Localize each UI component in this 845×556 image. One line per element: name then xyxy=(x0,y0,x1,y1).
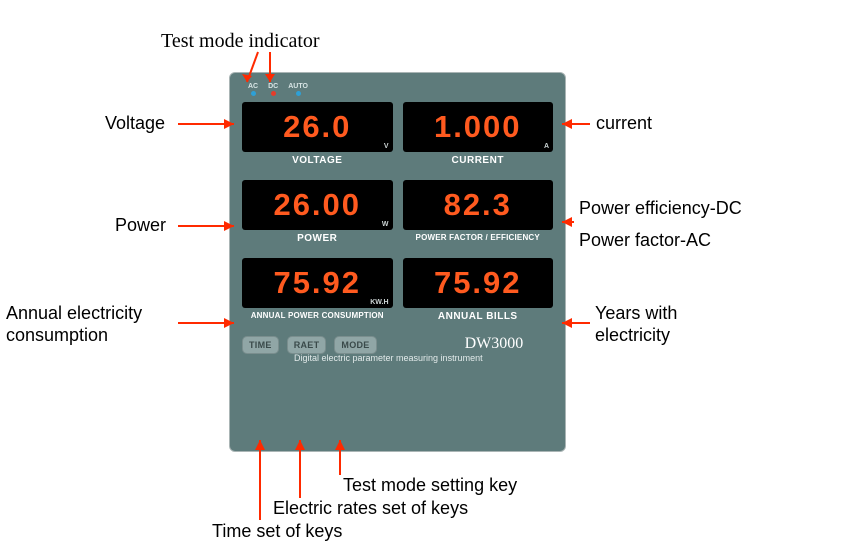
annot-annual-l2: consumption xyxy=(6,325,108,346)
annot-voltage: Voltage xyxy=(105,113,165,134)
title-annotation: Test mode indicator xyxy=(161,30,320,53)
annual-display: 75.92 KW.H ANNUAL POWER CONSUMPTION xyxy=(242,258,393,322)
current-value: 1.000 xyxy=(434,109,522,145)
annot-years-l2: electricity xyxy=(595,325,670,346)
time-button[interactable]: TIME xyxy=(242,336,279,354)
rate-button[interactable]: RAET xyxy=(287,336,327,354)
device-subtitle: Digital electric parameter measuring ins… xyxy=(294,353,553,363)
voltage-lcd: 26.0 V xyxy=(242,102,393,152)
voltage-value: 26.0 xyxy=(283,109,351,145)
current-label: CURRENT xyxy=(452,155,504,166)
voltage-display: 26.0 V VOLTAGE xyxy=(242,102,393,166)
annual-unit: KW.H xyxy=(370,299,388,306)
display-row-2: 26.00 W POWER 82.3 POWER FACTOR / EFFICI… xyxy=(242,180,553,244)
display-row-3: 75.92 KW.H ANNUAL POWER CONSUMPTION 75.9… xyxy=(242,258,553,322)
indicator-dc: DC xyxy=(268,83,278,96)
test-mode-indicator-row: AC DC AUTO xyxy=(248,83,553,96)
annot-pf-ac: Power factor-AC xyxy=(579,230,711,251)
model-number: DW3000 xyxy=(465,335,524,353)
power-meter-device: AC DC AUTO 26.0 V VOLTAGE 1.000 A CURREN… xyxy=(229,72,566,452)
indicator-dc-label: DC xyxy=(268,83,278,90)
bills-display: 75.92 ANNUAL BILLS xyxy=(403,258,554,322)
mode-button[interactable]: MODE xyxy=(334,336,376,354)
indicator-ac: AC xyxy=(248,83,258,96)
annot-eff-dc: Power efficiency-DC xyxy=(579,198,742,219)
annot-years-l1: Years with xyxy=(595,303,677,324)
annot-mode-key: Test mode setting key xyxy=(343,475,517,496)
indicator-dc-led xyxy=(271,91,276,96)
current-lcd: 1.000 A xyxy=(403,102,554,152)
indicator-ac-label: AC xyxy=(248,83,258,90)
current-unit: A xyxy=(544,143,549,150)
power-display: 26.00 W POWER xyxy=(242,180,393,244)
annot-time-key: Time set of keys xyxy=(212,521,342,542)
power-label: POWER xyxy=(297,233,337,244)
annual-lcd: 75.92 KW.H xyxy=(242,258,393,308)
power-unit: W xyxy=(382,221,389,228)
bills-value: 75.92 xyxy=(434,265,522,301)
annot-annual-l1: Annual electricity xyxy=(6,303,142,324)
hardware-button-row: TIME RAET MODE DW3000 xyxy=(242,336,553,354)
indicator-auto: AUTO xyxy=(288,83,308,96)
power-value: 26.00 xyxy=(273,187,361,223)
bills-lcd: 75.92 xyxy=(403,258,554,308)
annot-power: Power xyxy=(115,215,166,236)
pf-label: POWER FACTOR / EFFICIENCY xyxy=(416,233,540,242)
display-row-1: 26.0 V VOLTAGE 1.000 A CURRENT xyxy=(242,102,553,166)
current-display: 1.000 A CURRENT xyxy=(403,102,554,166)
indicator-auto-label: AUTO xyxy=(288,83,308,90)
voltage-label: VOLTAGE xyxy=(292,155,342,166)
voltage-unit: V xyxy=(384,143,389,150)
annot-rate-key: Electric rates set of keys xyxy=(273,498,468,519)
pf-display: 82.3 POWER FACTOR / EFFICIENCY xyxy=(403,180,554,244)
pf-value: 82.3 xyxy=(444,187,512,223)
annual-value: 75.92 xyxy=(273,265,361,301)
indicator-auto-led xyxy=(296,91,301,96)
bills-label: ANNUAL BILLS xyxy=(438,311,518,322)
pf-lcd: 82.3 xyxy=(403,180,554,230)
annual-label: ANNUAL POWER CONSUMPTION xyxy=(251,311,384,320)
indicator-ac-led xyxy=(251,91,256,96)
power-lcd: 26.00 W xyxy=(242,180,393,230)
annot-current: current xyxy=(596,113,652,134)
